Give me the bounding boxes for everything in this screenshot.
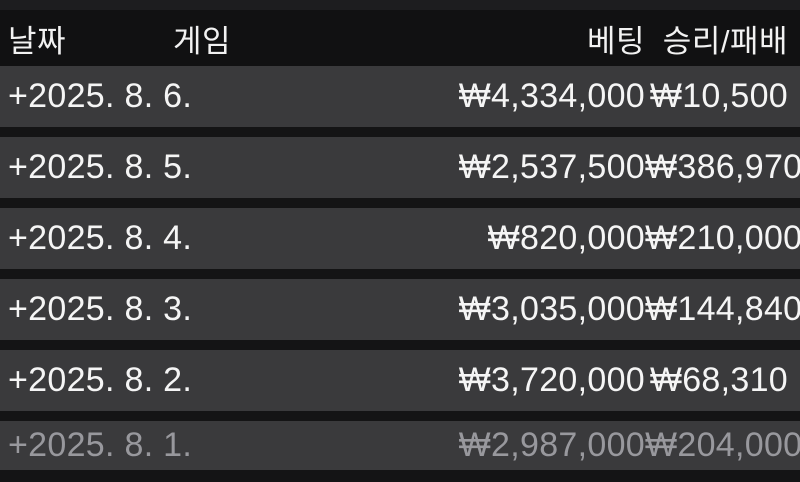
table-row[interactable]: +2025. 8. 4. ₩820,000 ₩210,000: [0, 208, 800, 269]
bet-amount-cell: ₩2,537,500: [458, 148, 645, 186]
winloss-amount-cell: ₩68,310: [649, 361, 788, 399]
date-cell: +2025. 8. 4.: [8, 219, 193, 257]
bet-amount-cell: ₩3,720,000: [458, 361, 645, 399]
table-row[interactable]: +2025. 8. 1. ₩2,987,000 ₩204,000: [0, 421, 800, 470]
winloss-amount-cell: ₩210,000: [645, 219, 800, 257]
winloss-amount-cell: ₩10,500: [649, 77, 788, 115]
table-row[interactable]: +2025. 8. 6. ₩4,334,000 ₩10,500: [0, 66, 800, 127]
winloss-amount-cell: ₩204,000: [645, 426, 800, 464]
date-cell: +2025. 8. 6.: [8, 77, 193, 115]
table-row[interactable]: +2025. 8. 3. ₩3,035,000 ₩144,840: [0, 279, 800, 340]
history-row-list: +2025. 8. 6. ₩4,334,000 ₩10,500 +2025. 8…: [0, 66, 800, 470]
winloss-amount-cell: ₩144,840: [645, 290, 800, 328]
table-header-row: 날짜 게임 베팅 승리/패배: [0, 10, 800, 66]
bet-amount-cell: ₩2,987,000: [458, 426, 645, 464]
table-row[interactable]: +2025. 8. 2. ₩3,720,000 ₩68,310: [0, 350, 800, 411]
table-row[interactable]: +2025. 8. 5. ₩2,537,500 ₩386,970: [0, 137, 800, 198]
date-cell: +2025. 8. 3.: [8, 290, 193, 328]
bet-amount-cell: ₩3,035,000: [458, 290, 645, 328]
date-cell: +2025. 8. 1.: [8, 426, 193, 464]
column-header-bet: 베팅: [586, 23, 645, 59]
date-cell: +2025. 8. 5.: [8, 148, 193, 186]
bet-amount-cell: ₩4,334,000: [458, 77, 645, 115]
bet-amount-cell: ₩820,000: [487, 219, 645, 257]
date-cell: +2025. 8. 2.: [8, 361, 193, 399]
top-spacer-bar: [0, 0, 800, 10]
column-header-date: 날짜: [8, 23, 67, 59]
column-header-game: 게임: [173, 23, 232, 59]
winloss-amount-cell: ₩386,970: [645, 148, 800, 186]
column-header-winloss: 승리/패배: [662, 23, 788, 59]
